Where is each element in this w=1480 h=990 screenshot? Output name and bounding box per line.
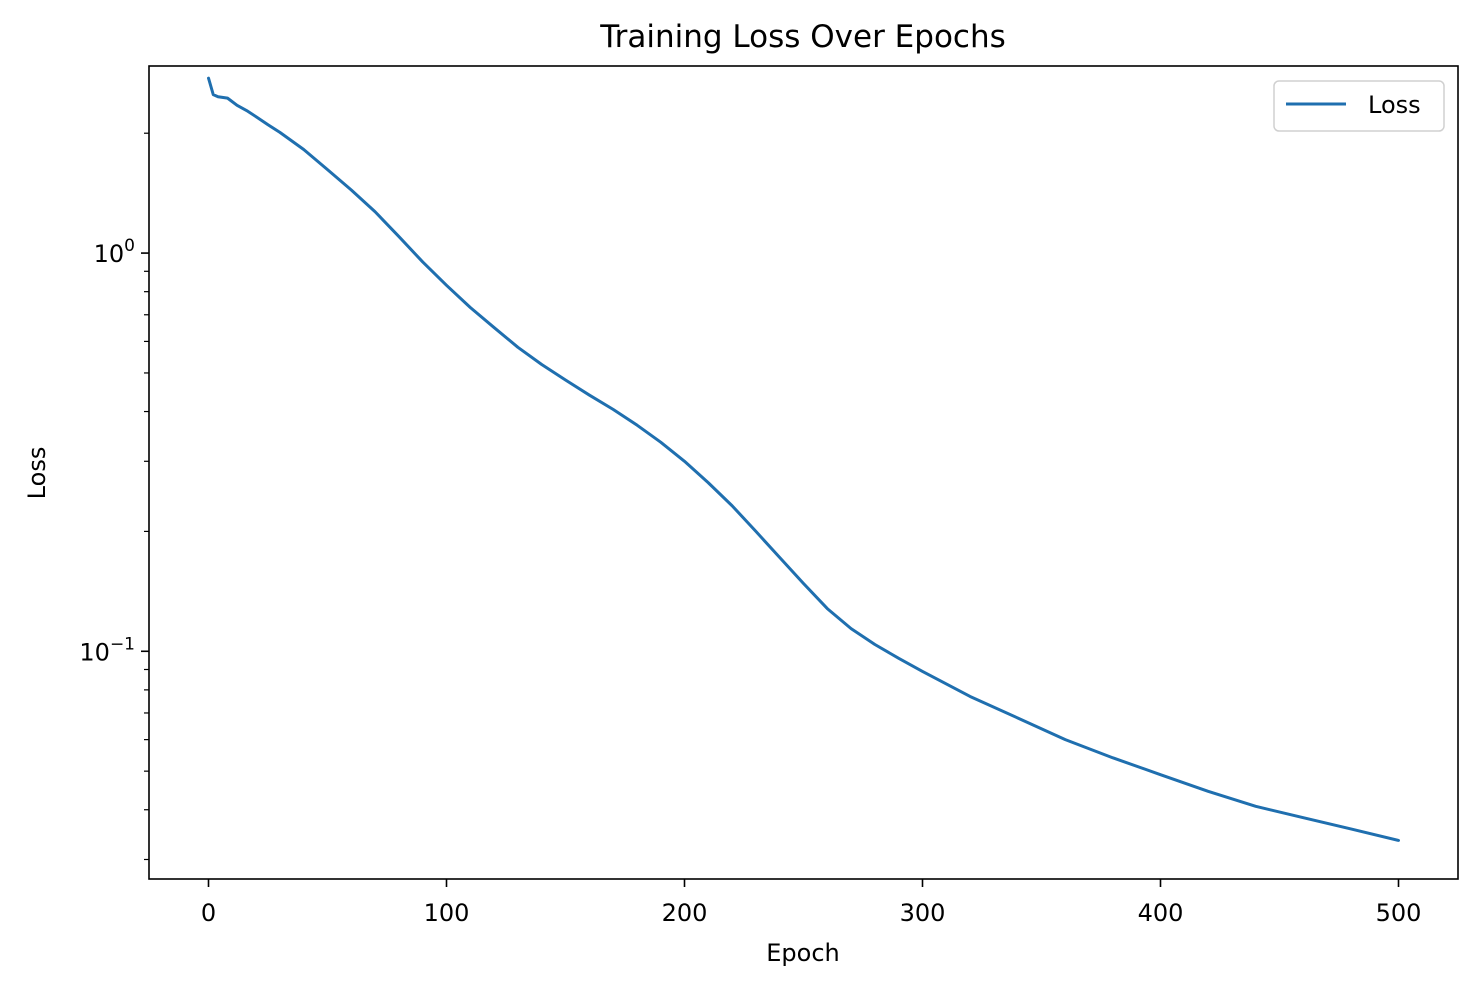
x-tick-label: 0 xyxy=(201,899,216,927)
y-tick-label: 10−1 xyxy=(79,634,135,666)
y-tick-label: 100 xyxy=(94,236,135,268)
x-axis-label: Epoch xyxy=(766,939,840,967)
x-axis-ticks: 0 100 200 300 400 500 xyxy=(201,879,1422,927)
legend-label-loss: Loss xyxy=(1368,91,1421,119)
legend-box xyxy=(1273,80,1445,132)
x-tick-label: 500 xyxy=(1376,899,1422,927)
x-tick-label: 200 xyxy=(662,899,708,927)
y-axis-ticks: 100 10−1 xyxy=(79,132,149,861)
plot-area xyxy=(148,65,1459,880)
x-tick-label: 400 xyxy=(1138,899,1184,927)
legend: Loss xyxy=(1273,80,1445,132)
y-axis-label: Loss xyxy=(23,447,51,500)
loss-line xyxy=(207,76,1400,842)
chart-title: Training Loss Over Epochs xyxy=(599,19,1006,55)
x-tick-label: 300 xyxy=(900,899,946,927)
x-tick-label: 100 xyxy=(424,899,470,927)
